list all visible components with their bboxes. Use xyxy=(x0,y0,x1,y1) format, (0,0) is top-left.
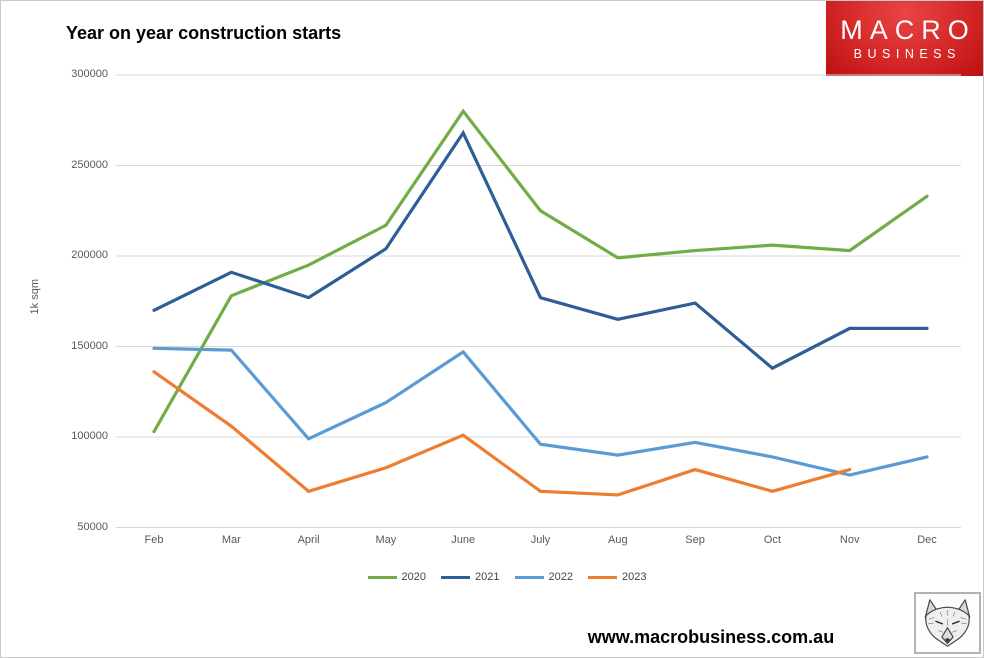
legend-line-swatch xyxy=(441,575,471,579)
logo-text-macro: MACRO xyxy=(840,15,976,46)
x-tick-label-july: July xyxy=(530,534,551,546)
legend-item-2022: 2022 xyxy=(514,571,573,583)
x-tick-label-aug: Aug xyxy=(608,534,628,546)
x-tick-label-may: May xyxy=(375,534,397,546)
legend-label: 2020 xyxy=(401,571,427,583)
x-tick-label-oct: Oct xyxy=(763,534,781,546)
y-tick-label: 150000 xyxy=(71,339,108,352)
legend-item-2023: 2023 xyxy=(587,571,647,583)
y-tick-label: 50000 xyxy=(77,520,108,533)
legend-label: 2022 xyxy=(548,571,573,583)
legend-label: 2023 xyxy=(621,571,647,583)
y-tick-label: 300000 xyxy=(71,68,108,80)
x-tick-label-sep: Sep xyxy=(685,534,705,546)
legend-item-2020: 2020 xyxy=(367,571,427,583)
legend-item-2021: 2021 xyxy=(441,571,500,583)
x-tick-label-april: April xyxy=(297,534,320,546)
series-line-2023 xyxy=(152,370,852,497)
x-tick-label-nov: Nov xyxy=(839,534,860,546)
y-tick-label: 200000 xyxy=(71,249,108,261)
legend-line-swatch xyxy=(367,575,397,579)
x-tick-label-june: June xyxy=(451,534,476,546)
series-line-2021 xyxy=(152,129,929,371)
series-line-2020 xyxy=(152,108,929,434)
y-tick-label: 100000 xyxy=(71,430,108,442)
logo-text-business: BUSINESS xyxy=(853,46,961,61)
legend-line-swatch xyxy=(514,575,544,579)
x-tick-label-feb: Feb xyxy=(144,534,164,546)
wolf-sketch-icon xyxy=(924,599,971,647)
y-tick-label: 250000 xyxy=(71,158,108,171)
wolf-logo xyxy=(914,592,981,654)
y-axis-title: 1k sqm xyxy=(29,279,41,315)
legend-label: 2021 xyxy=(475,571,500,583)
legend-line-swatch xyxy=(587,575,617,579)
series-line-2022 xyxy=(152,346,929,477)
chart-legend: 2020 2021 2022 2023 xyxy=(31,571,983,583)
footer-website-link[interactable]: www.macrobusiness.com.au xyxy=(587,627,835,647)
chart-title: Year on year construction starts xyxy=(66,23,342,43)
x-tick-label-mar: Mar xyxy=(221,534,241,546)
macrobusiness-logo: MACRO BUSINESS xyxy=(826,1,983,76)
x-tick-label-dec: Dec xyxy=(917,534,937,546)
